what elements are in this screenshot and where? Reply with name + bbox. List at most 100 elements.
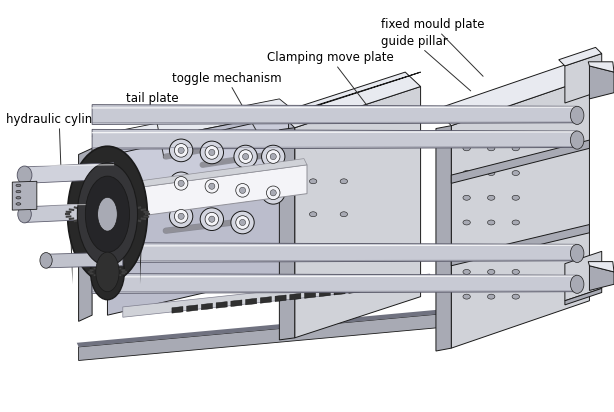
Polygon shape	[140, 206, 142, 284]
Text: fixed mould plate: fixed mould plate	[381, 18, 484, 76]
Polygon shape	[408, 280, 419, 287]
Ellipse shape	[169, 205, 193, 228]
Ellipse shape	[239, 219, 246, 226]
Polygon shape	[451, 225, 589, 266]
Text: tail plate: tail plate	[126, 92, 179, 158]
Ellipse shape	[512, 245, 519, 250]
Polygon shape	[565, 54, 602, 103]
Polygon shape	[319, 290, 330, 297]
Polygon shape	[201, 303, 212, 310]
Polygon shape	[123, 274, 430, 317]
Text: guide pillar: guide pillar	[381, 35, 471, 91]
Ellipse shape	[488, 171, 495, 176]
Polygon shape	[77, 306, 485, 347]
Ellipse shape	[16, 203, 21, 205]
Ellipse shape	[266, 186, 280, 199]
Polygon shape	[92, 105, 577, 124]
Ellipse shape	[463, 245, 470, 250]
Ellipse shape	[236, 184, 249, 197]
Ellipse shape	[512, 220, 519, 225]
Ellipse shape	[236, 216, 249, 229]
Polygon shape	[363, 285, 375, 292]
Ellipse shape	[200, 175, 223, 198]
Ellipse shape	[174, 144, 188, 157]
Ellipse shape	[109, 169, 119, 181]
Polygon shape	[187, 305, 198, 311]
Text: hydraulic cylinder: hydraulic cylinder	[6, 113, 112, 178]
Ellipse shape	[169, 139, 193, 162]
Ellipse shape	[200, 208, 223, 231]
Ellipse shape	[18, 206, 31, 223]
Ellipse shape	[98, 197, 117, 231]
Ellipse shape	[512, 195, 519, 200]
Polygon shape	[565, 288, 602, 305]
Ellipse shape	[262, 181, 285, 204]
Text: toggle mechanism: toggle mechanism	[172, 72, 282, 142]
Polygon shape	[92, 99, 295, 148]
Polygon shape	[79, 148, 92, 321]
Polygon shape	[589, 66, 614, 99]
Ellipse shape	[266, 150, 280, 164]
Ellipse shape	[512, 269, 519, 274]
Polygon shape	[588, 262, 614, 272]
Ellipse shape	[570, 244, 584, 262]
Polygon shape	[216, 302, 227, 308]
Ellipse shape	[209, 183, 215, 190]
Ellipse shape	[340, 212, 348, 217]
Ellipse shape	[77, 163, 138, 266]
Ellipse shape	[16, 190, 21, 193]
Polygon shape	[231, 300, 242, 307]
Polygon shape	[25, 203, 114, 222]
Polygon shape	[295, 87, 421, 338]
Polygon shape	[246, 298, 257, 305]
Ellipse shape	[340, 278, 348, 283]
Ellipse shape	[570, 131, 584, 149]
Ellipse shape	[570, 106, 584, 124]
Ellipse shape	[463, 171, 470, 176]
Polygon shape	[588, 62, 614, 72]
Polygon shape	[589, 266, 614, 290]
Ellipse shape	[512, 171, 519, 176]
Ellipse shape	[488, 269, 495, 274]
Ellipse shape	[488, 195, 495, 200]
Ellipse shape	[309, 212, 317, 217]
Text: Clamping move plate: Clamping move plate	[267, 51, 394, 109]
Polygon shape	[260, 297, 271, 303]
Polygon shape	[279, 128, 295, 340]
Polygon shape	[275, 295, 286, 302]
Ellipse shape	[174, 209, 188, 223]
Polygon shape	[305, 292, 316, 298]
Polygon shape	[436, 62, 589, 126]
Polygon shape	[172, 307, 183, 313]
Polygon shape	[378, 283, 389, 290]
Ellipse shape	[488, 294, 495, 299]
Ellipse shape	[309, 179, 317, 184]
Ellipse shape	[209, 216, 215, 222]
Ellipse shape	[239, 187, 246, 194]
Ellipse shape	[463, 269, 470, 274]
Ellipse shape	[309, 278, 317, 283]
Ellipse shape	[17, 166, 32, 184]
Polygon shape	[334, 288, 345, 295]
Ellipse shape	[512, 146, 519, 151]
Ellipse shape	[114, 190, 132, 218]
Ellipse shape	[85, 176, 130, 252]
Ellipse shape	[463, 220, 470, 225]
Polygon shape	[295, 72, 421, 113]
Ellipse shape	[463, 195, 470, 200]
Ellipse shape	[239, 150, 252, 164]
Polygon shape	[25, 163, 114, 183]
Ellipse shape	[463, 146, 470, 151]
Ellipse shape	[205, 180, 219, 193]
Polygon shape	[107, 111, 295, 315]
Ellipse shape	[16, 184, 21, 187]
Ellipse shape	[178, 213, 184, 220]
Ellipse shape	[270, 190, 276, 196]
Polygon shape	[92, 129, 577, 149]
Ellipse shape	[178, 180, 184, 186]
Polygon shape	[92, 243, 577, 262]
Ellipse shape	[231, 179, 254, 202]
Polygon shape	[422, 279, 433, 285]
Ellipse shape	[309, 245, 317, 250]
Ellipse shape	[40, 253, 52, 268]
